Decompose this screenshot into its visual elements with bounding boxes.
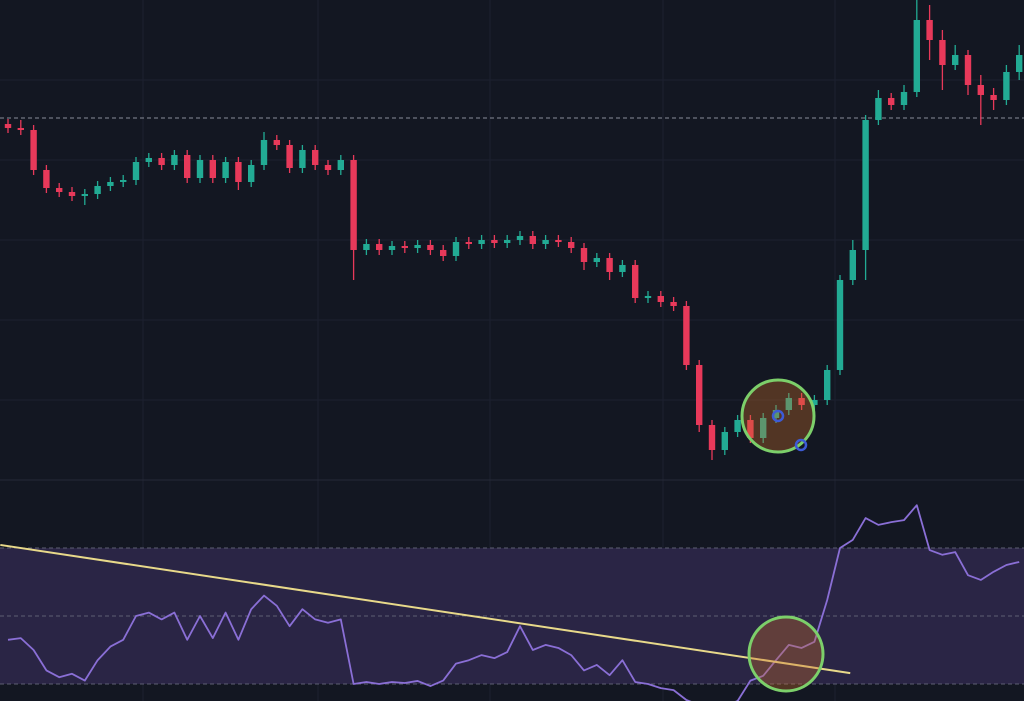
candle-body <box>657 296 664 302</box>
candle-body <box>324 165 332 170</box>
candle-body <box>977 85 984 95</box>
annotations <box>740 378 825 693</box>
candle-body <box>939 40 946 65</box>
candle-body <box>376 244 383 250</box>
candle-body <box>120 180 127 182</box>
candle-body <box>491 240 498 243</box>
candle-body <box>568 242 575 248</box>
highlight-circle <box>740 378 816 454</box>
candle-body <box>1016 55 1023 72</box>
candle-body <box>862 120 869 250</box>
candle-body <box>56 188 63 192</box>
candle-body <box>350 160 357 250</box>
candle-body <box>273 140 280 145</box>
candle-body <box>4 124 12 128</box>
candle-body <box>465 242 472 244</box>
candle-body <box>542 240 549 244</box>
candle-body <box>644 296 652 298</box>
candle-body <box>363 244 370 250</box>
candle-body <box>312 150 319 165</box>
candle-body <box>580 248 588 262</box>
candle-body <box>670 302 677 306</box>
candle-body <box>875 98 882 120</box>
candle-body <box>747 420 754 438</box>
candle-body <box>593 258 600 262</box>
candle-body <box>184 155 191 178</box>
candle-body <box>529 236 536 244</box>
candle-body <box>248 165 255 182</box>
rsi-pane <box>0 504 1024 701</box>
rsi-line <box>7 504 1020 701</box>
candle-body <box>30 130 37 170</box>
candle-body <box>81 194 88 196</box>
candle-body <box>683 306 690 365</box>
candle-body <box>836 280 844 370</box>
candle-body <box>632 265 639 298</box>
candle-body <box>555 240 562 242</box>
candle-body <box>286 145 293 168</box>
candle-body <box>811 400 818 405</box>
candle-body <box>721 432 728 450</box>
candle-body <box>734 420 741 432</box>
candle-body <box>824 370 831 400</box>
candle-body <box>43 170 50 188</box>
candle-body <box>696 365 703 425</box>
candle-body <box>990 95 997 100</box>
candle-body <box>299 150 306 168</box>
candle-body <box>452 242 460 256</box>
candle-body <box>478 240 485 244</box>
candle-body <box>132 162 140 180</box>
candle-body <box>516 236 524 240</box>
candle-body <box>337 160 344 170</box>
candle-body <box>427 245 434 250</box>
candle-body <box>235 162 242 182</box>
candle-body <box>107 182 114 186</box>
highlight-circle <box>747 615 825 693</box>
candle-body <box>913 20 920 92</box>
candle-body <box>900 92 908 105</box>
candle-body <box>440 250 447 256</box>
candle-body <box>1003 72 1010 100</box>
candle-body <box>17 128 24 130</box>
candle-body <box>888 98 895 105</box>
candle-body <box>388 246 396 250</box>
candle-body <box>708 425 716 450</box>
candle-body <box>760 418 767 438</box>
candle-body <box>145 158 152 162</box>
candle-body <box>401 246 408 248</box>
candle-body <box>196 160 204 178</box>
candle-body <box>964 55 972 85</box>
anchor-dot <box>794 438 808 452</box>
price-pane <box>0 0 1024 460</box>
candle-body <box>952 55 959 65</box>
candle-body <box>171 155 178 165</box>
candle-body <box>926 20 933 40</box>
anchor-dot <box>771 409 785 423</box>
candle-body <box>606 258 613 272</box>
candle-body <box>619 265 626 272</box>
candle-body <box>222 162 229 178</box>
candle-body <box>260 140 268 165</box>
candle-body <box>209 160 216 178</box>
trendline <box>0 543 851 675</box>
candle-body <box>158 158 165 165</box>
candle-body <box>94 186 101 194</box>
candle-body <box>414 245 421 248</box>
candle-body <box>785 398 792 410</box>
candle-body <box>504 240 511 243</box>
candle-body <box>798 398 805 405</box>
candle-body <box>772 410 780 418</box>
candle-body <box>68 192 76 196</box>
candle-body <box>849 250 856 280</box>
